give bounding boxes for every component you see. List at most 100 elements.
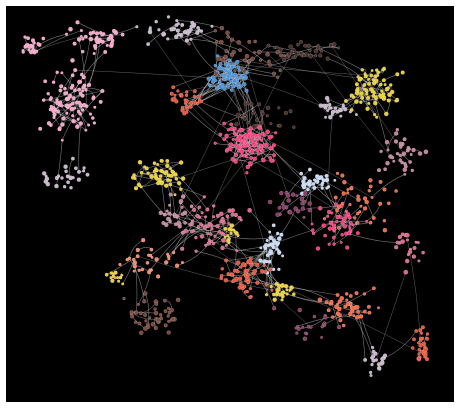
network-node <box>280 290 285 296</box>
network-node <box>230 272 234 277</box>
network-node <box>166 314 170 318</box>
network-edge <box>176 147 271 179</box>
network-node <box>368 370 373 375</box>
network-node <box>66 180 70 185</box>
network-node <box>243 76 247 81</box>
network-node <box>160 169 165 174</box>
network-node <box>224 243 229 247</box>
network-node <box>209 232 213 236</box>
network-node <box>250 149 255 154</box>
network-node <box>384 111 389 117</box>
network-node <box>180 176 186 181</box>
network-node <box>373 351 378 356</box>
network-node <box>156 274 161 279</box>
network-node <box>253 39 257 44</box>
network-node <box>183 221 187 225</box>
network-node <box>354 82 359 87</box>
network-node <box>168 182 173 187</box>
network-node <box>384 86 390 92</box>
network-node <box>156 181 161 186</box>
network-node <box>319 49 323 53</box>
network-node <box>405 238 410 242</box>
network-node <box>136 182 142 188</box>
network-edge <box>211 219 242 242</box>
network-plot-area <box>6 6 454 402</box>
network-edge <box>214 236 238 251</box>
network-node <box>274 240 279 245</box>
network-node <box>92 121 97 125</box>
network-node <box>137 160 143 165</box>
network-node <box>138 330 144 336</box>
network-node <box>368 178 373 183</box>
network-node <box>78 91 83 96</box>
network-node <box>192 94 196 99</box>
network-node <box>281 254 285 258</box>
network-node <box>175 28 180 33</box>
network-node <box>142 299 147 304</box>
network-node <box>221 238 226 243</box>
network-node <box>358 314 364 319</box>
network-node <box>197 205 202 210</box>
network-node <box>187 42 191 46</box>
network-node <box>260 148 265 153</box>
network-node <box>226 234 230 238</box>
network-node <box>80 49 85 54</box>
network-node <box>372 286 376 291</box>
network-node <box>60 104 64 108</box>
network-node <box>295 194 299 198</box>
network-node <box>83 34 88 39</box>
network-node <box>320 335 324 339</box>
network-node <box>148 316 152 320</box>
network-node <box>70 83 75 88</box>
network-node <box>320 325 324 329</box>
network-node <box>132 257 136 262</box>
network-node <box>362 196 368 201</box>
network-node <box>59 84 64 89</box>
network-node <box>377 306 380 310</box>
network-node <box>231 137 235 141</box>
network-node <box>352 314 356 318</box>
network-node <box>224 133 229 139</box>
network-node <box>370 362 374 367</box>
network-node <box>414 329 419 333</box>
network-node <box>245 268 249 273</box>
network-node <box>321 223 326 228</box>
network-node <box>394 131 399 136</box>
network-node <box>185 107 189 111</box>
network-node <box>370 196 374 199</box>
network-edge <box>168 231 192 260</box>
network-node <box>278 68 282 73</box>
network-node <box>189 37 193 41</box>
network-node <box>420 325 425 330</box>
network-node <box>242 284 247 289</box>
network-node <box>245 171 249 175</box>
network-node <box>260 138 264 142</box>
network-edge <box>258 135 373 198</box>
network-edge <box>87 41 101 86</box>
network-node <box>231 278 236 283</box>
network-node <box>207 83 211 87</box>
network-node <box>378 82 383 87</box>
network-node <box>147 270 152 275</box>
network-node <box>165 159 170 163</box>
network-edge <box>190 39 218 73</box>
network-node <box>71 96 76 101</box>
network-node <box>222 78 226 82</box>
network-node <box>229 52 234 57</box>
network-edge <box>215 142 231 146</box>
node-layer <box>21 15 430 378</box>
network-node <box>144 319 148 323</box>
network-node <box>239 265 243 269</box>
network-node <box>171 26 177 31</box>
network-node <box>423 149 429 155</box>
network-node <box>309 325 313 329</box>
network-node <box>251 132 256 137</box>
network-node <box>337 313 342 318</box>
network-node <box>68 93 73 99</box>
network-node <box>259 144 263 148</box>
network-node <box>244 88 249 93</box>
network-node <box>44 176 50 181</box>
network-node <box>258 126 262 130</box>
network-node <box>189 221 194 226</box>
network-node <box>354 291 359 296</box>
